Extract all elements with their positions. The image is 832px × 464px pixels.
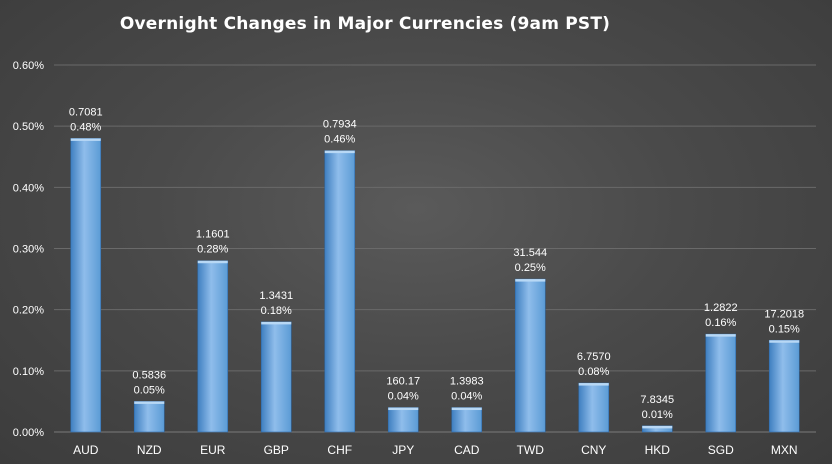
bar-aud (70, 138, 102, 433)
data-label-percent: 0.01% (642, 409, 673, 421)
bar-highlight (261, 321, 292, 325)
data-label-percent: 0.18% (261, 305, 292, 317)
data-label-rate: 1.2822 (704, 302, 738, 314)
data-label-rate: 160.17 (386, 376, 420, 388)
bar-highlight (515, 279, 546, 282)
data-label-percent: 0.04% (451, 391, 482, 403)
bar-highlight (197, 260, 228, 264)
data-label-rate: 0.7081 (69, 106, 103, 118)
y-tick-label: 0.30% (13, 244, 44, 256)
bar-highlight (769, 340, 800, 343)
data-label-percent: 0.28% (197, 244, 228, 256)
data-label-rate: 1.1601 (196, 229, 230, 241)
data-label-percent: 0.05% (134, 384, 165, 396)
bar-cad (451, 407, 483, 433)
y-tick-label: 0.00% (13, 427, 44, 439)
y-tick-label: 0.40% (13, 182, 44, 194)
data-label-percent: 0.46% (324, 134, 355, 146)
data-label-rate: 6.7570 (577, 351, 611, 363)
x-tick-label: CNY (581, 443, 606, 457)
chart-title: Overnight Changes in Major Currencies (9… (119, 14, 611, 34)
bar-cny (578, 382, 610, 433)
bar-highlight (578, 383, 609, 386)
bar-sgd (705, 333, 737, 433)
data-label-percent: 0.15% (769, 323, 800, 335)
bar-chf (324, 150, 356, 433)
x-tick-label: HKD (645, 443, 671, 457)
bar-highlight (705, 334, 736, 337)
y-tick-label: 0.20% (13, 305, 44, 317)
bar-highlight (388, 407, 419, 411)
bar-gbp (260, 321, 292, 433)
bar-twd (514, 278, 546, 433)
data-label-percent: 0.16% (705, 317, 736, 329)
data-label-rate: 1.3431 (259, 290, 293, 302)
data-label-percent: 0.08% (578, 366, 609, 378)
data-label-rate: 17.2018 (764, 308, 804, 320)
data-label-rate: 1.3983 (450, 376, 484, 388)
bar-eur (197, 260, 229, 433)
y-tick-label: 0.10% (13, 366, 44, 378)
data-label-rate: 0.5836 (132, 369, 166, 381)
bar-mxn (768, 339, 800, 433)
bar-nzd (133, 401, 165, 433)
bar-highlight (451, 407, 482, 411)
data-label-rate: 0.7934 (323, 119, 357, 131)
x-tick-label: CAD (454, 443, 480, 457)
x-tick-label: EUR (200, 443, 226, 457)
y-tick-label: 0.60% (13, 60, 44, 72)
x-tick-label: MXN (771, 443, 798, 457)
x-tick-label: AUD (73, 443, 99, 457)
bar-jpy (387, 407, 419, 433)
data-label-percent: 0.48% (70, 121, 101, 133)
bar-highlight (642, 425, 673, 429)
data-label-rate: 31.544 (513, 247, 547, 259)
y-tick-label: 0.50% (13, 121, 44, 133)
bar-highlight (70, 138, 101, 141)
x-tick-label: CHF (327, 443, 352, 457)
x-tick-label: JPY (392, 443, 414, 457)
bar-highlight (324, 150, 355, 154)
x-tick-label: TWD (517, 443, 545, 457)
x-tick-label: NZD (137, 443, 162, 457)
x-tick-label: SGD (708, 443, 734, 457)
data-label-percent: 0.04% (388, 391, 419, 403)
x-tick-label: GBP (264, 443, 289, 457)
data-label-percent: 0.25% (515, 262, 546, 274)
bar-highlight (134, 401, 165, 404)
data-label-rate: 7.8345 (640, 394, 674, 406)
